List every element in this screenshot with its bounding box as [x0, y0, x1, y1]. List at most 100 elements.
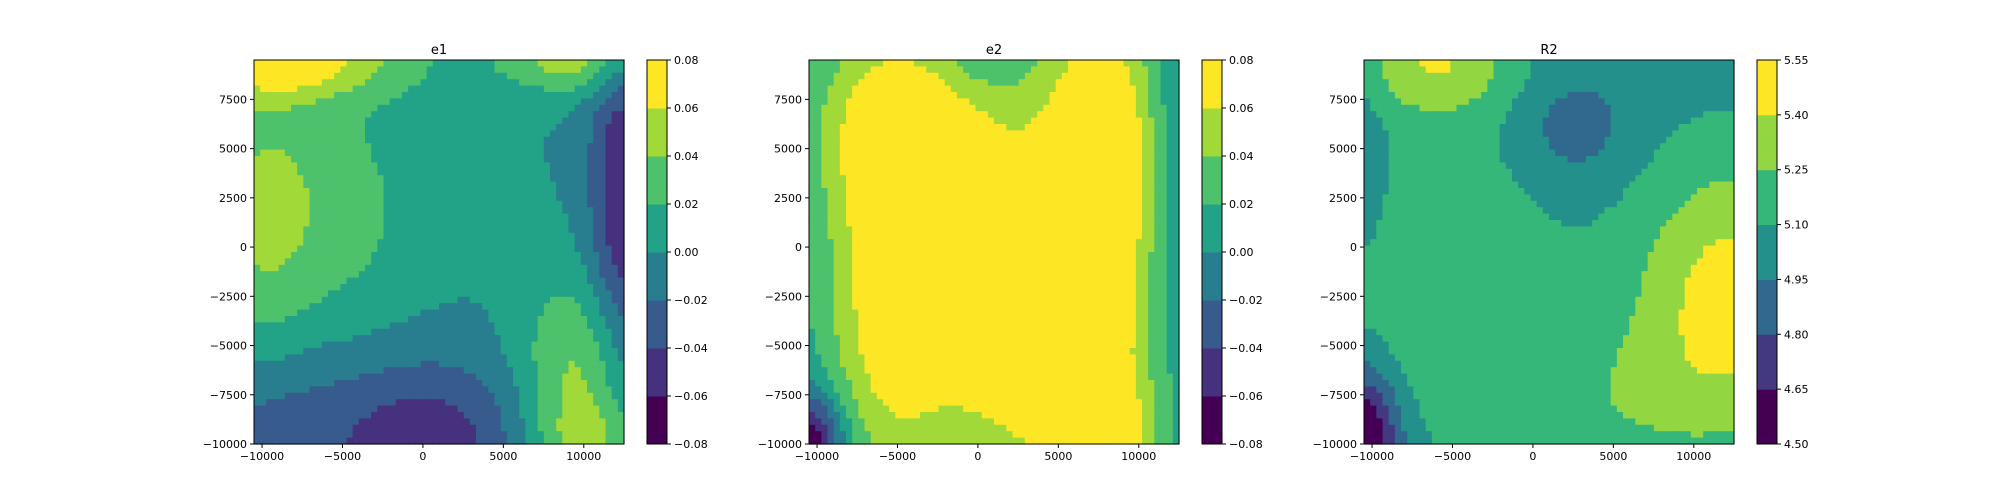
contour-cell	[1006, 143, 1014, 151]
contour-cell	[876, 124, 884, 131]
contour-cell	[469, 437, 477, 445]
contour-cell	[432, 264, 440, 272]
contour-cell	[537, 392, 545, 400]
contour-cell	[291, 252, 298, 259]
contour-cell	[839, 124, 847, 131]
contour-cell	[1111, 156, 1118, 163]
contour-cell	[1049, 85, 1057, 93]
contour-cell	[494, 175, 502, 183]
contour-cell	[605, 60, 613, 67]
contour-cell	[432, 72, 440, 80]
contour-cell	[321, 360, 329, 368]
contour-cell	[352, 277, 360, 285]
contour-cell	[254, 316, 261, 323]
contour-cell	[975, 85, 983, 93]
contour-cell	[599, 290, 607, 298]
contour-cell	[426, 136, 434, 144]
contour-cell	[488, 117, 496, 125]
contour-cell	[414, 277, 422, 285]
contour-cell	[432, 226, 440, 234]
contour-cell	[420, 386, 428, 394]
contour-cell	[365, 60, 372, 67]
contour-cell	[488, 220, 496, 227]
contour-cell	[457, 117, 465, 125]
contour-cell	[426, 354, 434, 362]
contour-cell	[482, 79, 489, 87]
contour-cell	[297, 162, 304, 170]
contour-cell	[907, 72, 915, 80]
contour-cell	[389, 104, 397, 112]
contour-cell	[420, 252, 428, 259]
contour-cell	[513, 79, 520, 87]
contour-cell	[309, 303, 317, 311]
contour-cell	[839, 194, 847, 202]
contour-cell	[537, 373, 545, 381]
contour-cell	[1086, 130, 1094, 138]
contour-cell	[494, 399, 502, 407]
contour-cell	[346, 405, 354, 413]
contour-cell	[488, 290, 496, 298]
contour-cell	[395, 245, 403, 253]
contour-cell	[593, 309, 600, 317]
contour-cell	[821, 168, 829, 176]
contour-cell	[981, 124, 989, 131]
contour-cell	[445, 124, 452, 131]
contour-cell	[334, 168, 341, 176]
contour-cell	[1068, 104, 1075, 112]
contour-cell	[543, 284, 551, 291]
contour-cell	[1142, 181, 1149, 189]
contour-cell	[864, 175, 872, 183]
contour-cell	[1068, 130, 1075, 138]
contour-cell	[1012, 143, 1020, 151]
contour-cell	[550, 104, 557, 112]
contour-cell	[846, 79, 853, 87]
contour-cell	[315, 226, 323, 234]
contour-cell	[519, 335, 526, 343]
contour-cell	[377, 111, 385, 119]
contour-cell	[371, 124, 378, 131]
contour-cell	[432, 168, 440, 176]
contour-cell	[432, 60, 440, 67]
contour-cell	[463, 194, 471, 202]
contour-cell	[556, 117, 563, 125]
contour-cell	[531, 92, 539, 99]
contour-cell	[994, 92, 1001, 99]
contour-cell	[365, 188, 372, 195]
contour-cell	[297, 284, 304, 291]
contour-cell	[556, 437, 563, 445]
contour-cell	[278, 143, 286, 151]
contour-cell	[1055, 111, 1063, 119]
contour-cell	[278, 175, 286, 183]
contour-cell	[969, 79, 977, 87]
contour-cell	[519, 418, 526, 426]
contour-cell	[556, 79, 563, 87]
contour-cell	[291, 117, 298, 125]
contour-cell	[550, 194, 557, 202]
contour-cell	[346, 309, 354, 317]
contour-cell	[1000, 162, 1007, 170]
contour-cell	[858, 143, 866, 151]
contour-cell	[858, 92, 866, 99]
contour-cell	[297, 130, 304, 138]
contour-cell	[402, 277, 409, 285]
contour-cell	[439, 111, 446, 119]
contour-cell	[537, 354, 545, 362]
contour-cell	[266, 156, 274, 163]
contour-cell	[358, 181, 366, 189]
contour-cell	[328, 60, 335, 67]
contour-cell	[599, 156, 607, 163]
contour-cell	[957, 188, 964, 195]
contour-cell	[346, 245, 354, 253]
contour-cell	[568, 181, 576, 189]
contour-cell	[1061, 66, 1069, 74]
contour-cell	[1031, 188, 1038, 195]
contour-cell	[895, 188, 903, 195]
contour-cell	[543, 392, 551, 400]
contour-cell	[469, 156, 477, 163]
contour-cell	[377, 284, 385, 291]
contour-cell	[920, 156, 927, 163]
contour-cell	[506, 303, 514, 311]
contour-cell	[895, 79, 903, 87]
contour-cell	[883, 111, 890, 119]
contour-cell	[260, 66, 267, 74]
